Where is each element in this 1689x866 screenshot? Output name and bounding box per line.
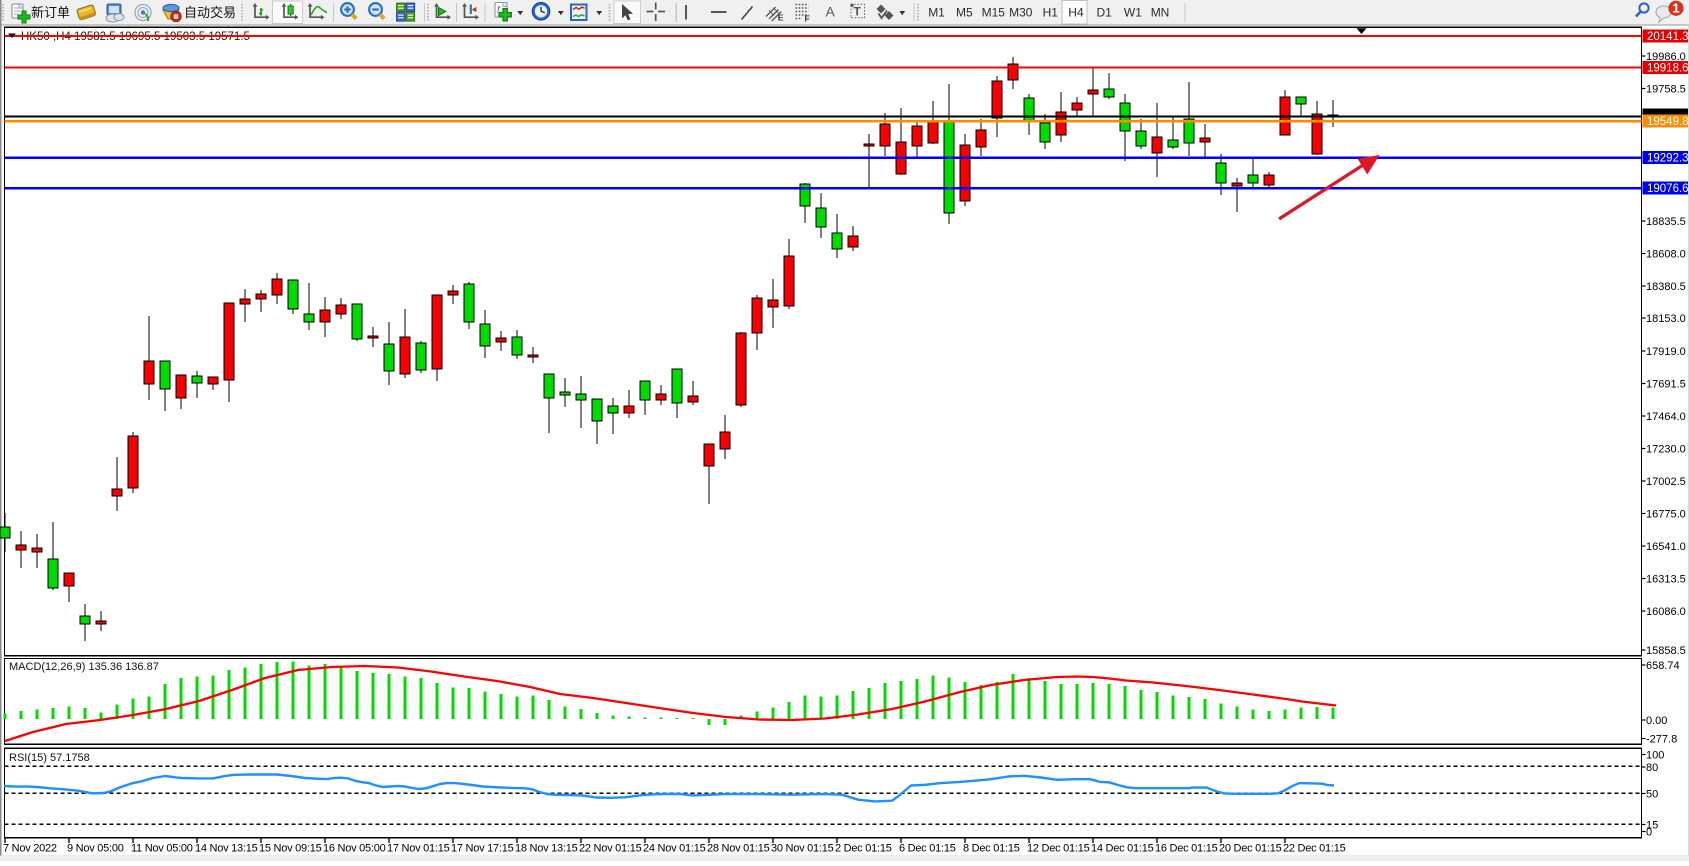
svg-text:19549.8: 19549.8 <box>1647 116 1689 128</box>
svg-text:W1: W1 <box>1124 6 1142 20</box>
svg-text:9 Nov 05:00: 9 Nov 05:00 <box>67 843 124 855</box>
svg-text:30 Nov 01:15: 30 Nov 01:15 <box>771 843 834 855</box>
svg-text:16 Nov 05:00: 16 Nov 05:00 <box>323 843 386 855</box>
svg-text:17230.0: 17230.0 <box>1646 444 1686 456</box>
svg-text:22 Dec 01:15: 22 Dec 01:15 <box>1283 843 1346 855</box>
svg-text:2 Dec 01:15: 2 Dec 01:15 <box>835 843 892 855</box>
svg-text:24 Nov 01:15: 24 Nov 01:15 <box>643 843 706 855</box>
svg-text:28 Nov 01:15: 28 Nov 01:15 <box>707 843 770 855</box>
svg-text:F: F <box>805 14 810 24</box>
svg-text:7 Nov 2022: 7 Nov 2022 <box>3 843 57 855</box>
svg-text:0: 0 <box>1646 827 1652 839</box>
svg-text:14 Nov 13:15: 14 Nov 13:15 <box>195 843 258 855</box>
svg-text:100: 100 <box>1646 750 1664 762</box>
svg-text:新订单: 新订单 <box>31 5 70 20</box>
svg-text:-277.8: -277.8 <box>1646 734 1677 746</box>
svg-text:12 Dec 01:15: 12 Dec 01:15 <box>1027 843 1090 855</box>
svg-text:14 Dec 01:15: 14 Dec 01:15 <box>1091 843 1154 855</box>
svg-text:18608.0: 18608.0 <box>1646 249 1686 261</box>
svg-text:17691.5: 17691.5 <box>1646 379 1686 391</box>
svg-text:17919.0: 17919.0 <box>1646 346 1686 358</box>
svg-text:15 Nov 09:15: 15 Nov 09:15 <box>259 843 322 855</box>
svg-text:50: 50 <box>1646 789 1658 801</box>
svg-text:17002.5: 17002.5 <box>1646 476 1686 488</box>
svg-text:D1: D1 <box>1097 6 1113 20</box>
svg-text:18 Nov 13:15: 18 Nov 13:15 <box>515 843 578 855</box>
svg-text:MACD(12,26,9) 135.36 136.87: MACD(12,26,9) 135.36 136.87 <box>9 661 159 673</box>
svg-text:M30: M30 <box>1009 6 1033 20</box>
svg-text:自动交易: 自动交易 <box>184 5 236 20</box>
svg-text:19918.6: 19918.6 <box>1647 63 1689 75</box>
svg-text:16313.5: 16313.5 <box>1646 574 1686 586</box>
svg-text:16541.0: 16541.0 <box>1646 541 1686 553</box>
svg-text:T: T <box>854 5 862 19</box>
svg-text:H1: H1 <box>1043 6 1059 20</box>
svg-text:8 Dec 01:15: 8 Dec 01:15 <box>963 843 1020 855</box>
svg-text:18835.5: 18835.5 <box>1646 216 1686 228</box>
svg-text:11 Nov 05:00: 11 Nov 05:00 <box>131 843 193 855</box>
svg-text:16086.0: 16086.0 <box>1646 606 1686 618</box>
svg-text:H4: H4 <box>1068 6 1084 20</box>
svg-text:658.74: 658.74 <box>1646 660 1680 672</box>
svg-text:M15: M15 <box>982 6 1006 20</box>
svg-text:E: E <box>778 13 784 23</box>
svg-text:18153.0: 18153.0 <box>1646 313 1686 325</box>
svg-text:6 Dec 01:15: 6 Dec 01:15 <box>899 843 956 855</box>
svg-text:17 Nov 17:15: 17 Nov 17:15 <box>451 843 514 855</box>
svg-text:16 Dec 01:15: 16 Dec 01:15 <box>1155 843 1218 855</box>
svg-text:80: 80 <box>1646 762 1658 774</box>
svg-text:1: 1 <box>1672 1 1679 16</box>
svg-text:16775.0: 16775.0 <box>1646 509 1686 521</box>
svg-text:17464.0: 17464.0 <box>1646 411 1686 423</box>
svg-text:18380.5: 18380.5 <box>1646 281 1686 293</box>
svg-text:M5: M5 <box>956 6 973 20</box>
svg-text:0.00: 0.00 <box>1646 715 1667 727</box>
svg-text:RSI(15) 57.1758: RSI(15) 57.1758 <box>9 752 90 764</box>
svg-text:19292.3: 19292.3 <box>1647 153 1689 165</box>
svg-text:MN: MN <box>1151 6 1170 20</box>
svg-text:17 Nov 01:15: 17 Nov 01:15 <box>387 843 450 855</box>
svg-text:22 Nov 01:15: 22 Nov 01:15 <box>579 843 642 855</box>
svg-text:20141.3: 20141.3 <box>1647 31 1689 43</box>
svg-text:20 Dec 01:15: 20 Dec 01:15 <box>1219 843 1282 855</box>
svg-text:19758.5: 19758.5 <box>1646 84 1686 96</box>
svg-text:A: A <box>826 4 836 20</box>
svg-text:19076.6: 19076.6 <box>1647 183 1689 195</box>
svg-text:15858.5: 15858.5 <box>1646 645 1686 657</box>
svg-text:M1: M1 <box>928 6 945 20</box>
